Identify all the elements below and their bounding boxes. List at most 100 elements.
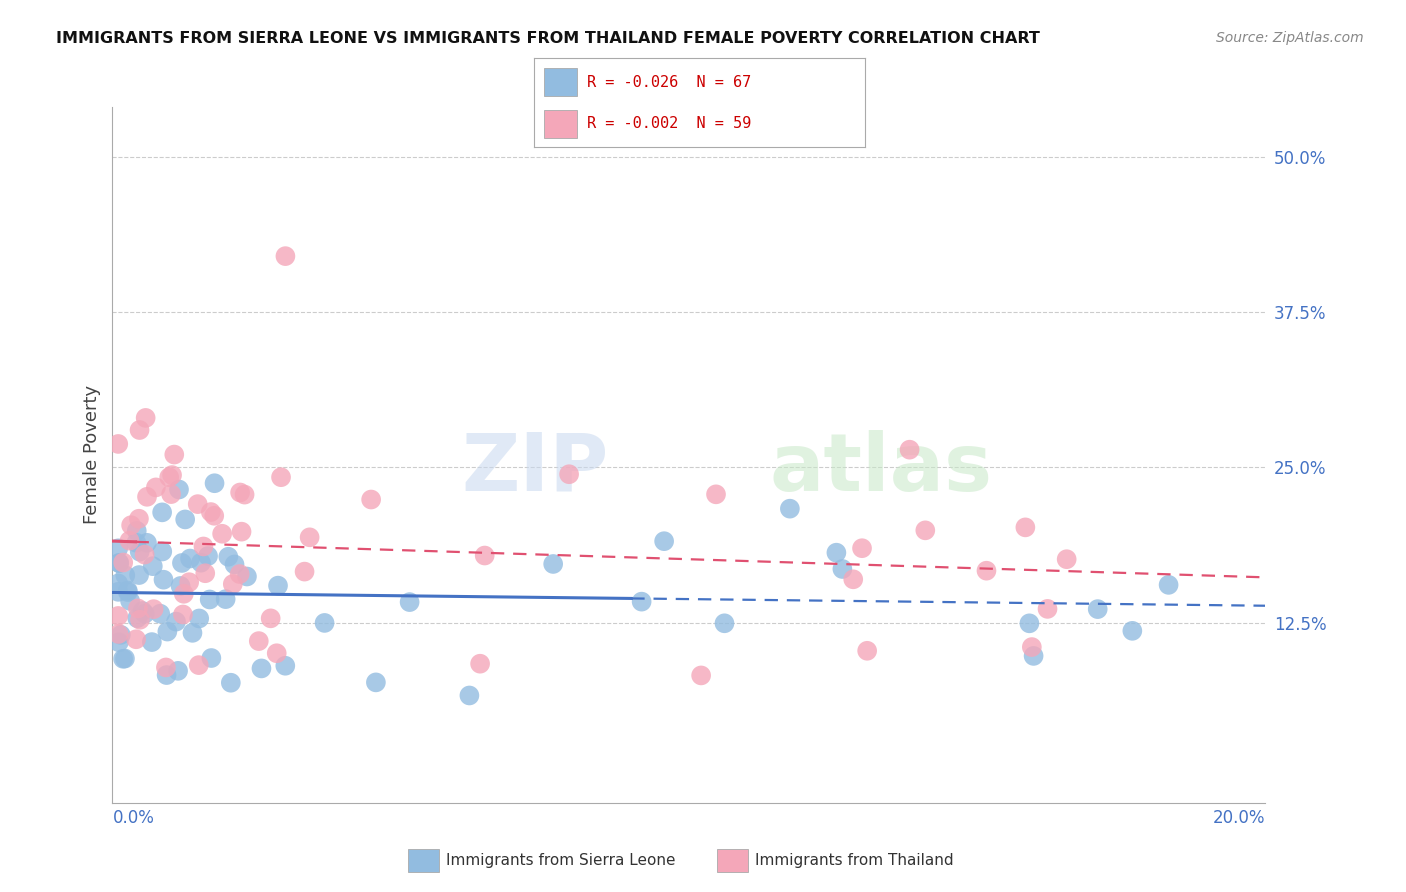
Point [136,536,159,550]
Point [156,624,179,639]
Point [211,526,233,541]
Point [831,562,853,576]
Point [167,664,190,678]
Point [458,689,481,703]
Text: IMMIGRANTS FROM SIERRA LEONE VS IMMIGRANTS FROM THAILAND FEMALE POVERTY CORRELAT: IMMIGRANTS FROM SIERRA LEONE VS IMMIGRAN… [56,31,1040,46]
Point [231,524,253,539]
Point [314,615,336,630]
Point [236,569,259,583]
Point [856,644,879,658]
Point [1022,648,1045,663]
Point [1021,640,1043,654]
Point [170,556,193,570]
Point [1056,552,1078,566]
Point [172,607,194,622]
Point [127,611,149,625]
Point [222,577,245,591]
FancyBboxPatch shape [544,110,578,138]
Text: atlas: atlas [769,430,993,508]
Point [112,556,135,570]
Point [779,501,801,516]
Point [174,512,197,526]
Point [190,556,212,570]
Point [541,557,564,571]
Point [193,540,215,554]
Point [270,470,292,484]
Point [128,512,150,526]
Text: ZIP: ZIP [461,430,609,508]
Point [558,467,581,482]
Point [690,668,713,682]
Point [128,568,150,582]
Point [117,583,139,598]
Point [713,616,735,631]
Point [266,646,288,660]
Point [188,611,211,625]
Text: Source: ZipAtlas.com: Source: ZipAtlas.com [1216,31,1364,45]
Point [1157,578,1180,592]
Point [204,476,226,491]
Point [114,651,136,665]
Point [198,592,221,607]
Text: Immigrants from Sierra Leone: Immigrants from Sierra Leone [446,854,675,868]
Point [125,524,148,538]
Point [160,487,183,501]
Point [141,635,163,649]
Point [179,551,201,566]
Point [142,559,165,574]
Point [360,492,382,507]
Point [107,437,129,451]
Point [233,487,256,501]
Point [250,661,273,675]
Point [1018,616,1040,631]
Y-axis label: Female Poverty: Female Poverty [83,385,101,524]
Point [131,604,153,618]
Point [298,530,321,544]
Point [1036,602,1059,616]
Point [898,442,921,457]
Point [160,468,183,483]
Point [274,658,297,673]
Point [187,497,209,511]
Point [157,470,180,484]
Point [364,675,387,690]
Point [224,558,246,572]
Point [652,534,675,549]
Point [114,568,136,582]
Point [200,505,222,519]
Point [187,658,209,673]
Point [107,609,129,624]
Point [1014,520,1036,534]
Point [179,575,201,590]
Point [228,567,250,582]
Point [149,607,172,621]
Point [155,668,177,682]
Point [217,549,239,564]
Text: Immigrants from Thailand: Immigrants from Thailand [755,854,953,868]
Point [117,585,139,599]
Point [247,634,270,648]
Point [842,572,865,586]
Point [145,480,167,494]
Text: R = -0.026  N = 67: R = -0.026 N = 67 [588,75,751,89]
Point [108,556,131,570]
Text: 0.0%: 0.0% [112,809,155,827]
Point [202,508,225,523]
Point [125,632,148,647]
Point [914,524,936,538]
Point [214,592,236,607]
Point [125,535,148,549]
Point [112,652,135,666]
Point [173,587,195,601]
Point [181,625,204,640]
Point [107,627,129,641]
Point [108,556,131,570]
Point [294,565,316,579]
Point [825,546,848,560]
Point [1087,602,1109,616]
Text: 20.0%: 20.0% [1213,809,1265,827]
Point [127,601,149,615]
Point [118,533,141,548]
FancyBboxPatch shape [544,68,578,96]
Point [274,249,297,263]
